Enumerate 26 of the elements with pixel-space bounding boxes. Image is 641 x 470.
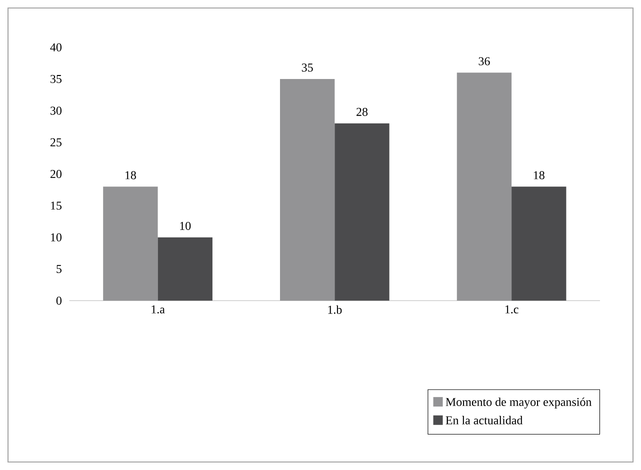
- y-tick-label: 30: [50, 106, 62, 115]
- data-label: 36: [478, 57, 490, 66]
- y-tick-label: 15: [51, 202, 62, 210]
- data-label: 28: [356, 108, 368, 116]
- y-tick-label: 35: [50, 74, 62, 84]
- x-tick-label: 1.a: [152, 305, 165, 314]
- bar: [456, 72, 512, 301]
- data-label: 18: [126, 171, 136, 180]
- y-tick-label: 5: [56, 264, 62, 273]
- y-tick-label: 0: [56, 296, 62, 305]
- bar: [280, 78, 335, 301]
- y-tick-label: 10: [51, 233, 62, 242]
- y-tick-label: 25: [50, 138, 62, 146]
- y-tick-label: 40: [50, 43, 62, 52]
- data-label: 10: [180, 222, 191, 230]
- legend-label: En la actualidad: [446, 416, 523, 424]
- data-label: 18: [534, 171, 544, 180]
- x-tick-label: 1.b: [328, 305, 342, 314]
- legend-label: Momento de mayor expansión: [446, 398, 592, 409]
- bar: [158, 237, 212, 301]
- bar: [512, 186, 566, 301]
- bar: [103, 186, 158, 301]
- x-tick-label: 1.c: [505, 305, 518, 314]
- y-tick-label: 20: [50, 170, 62, 178]
- bar: [334, 123, 390, 301]
- data-label: 35: [302, 64, 313, 72]
